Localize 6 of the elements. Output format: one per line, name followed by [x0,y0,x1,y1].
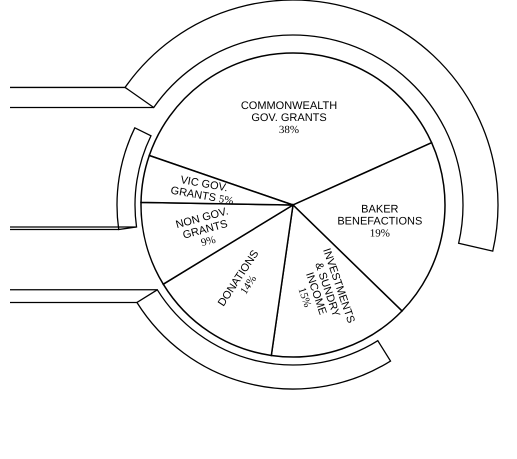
slice-label: BAKER BENEFACTIONS [337,203,422,228]
data-label: 9% [200,234,218,250]
data-label: 38% [278,124,300,136]
slice-label: COMMONWEALTH GOV. GRANTS [240,100,338,124]
data-label: 5% [218,193,234,208]
data-label: 19% [370,227,390,240]
